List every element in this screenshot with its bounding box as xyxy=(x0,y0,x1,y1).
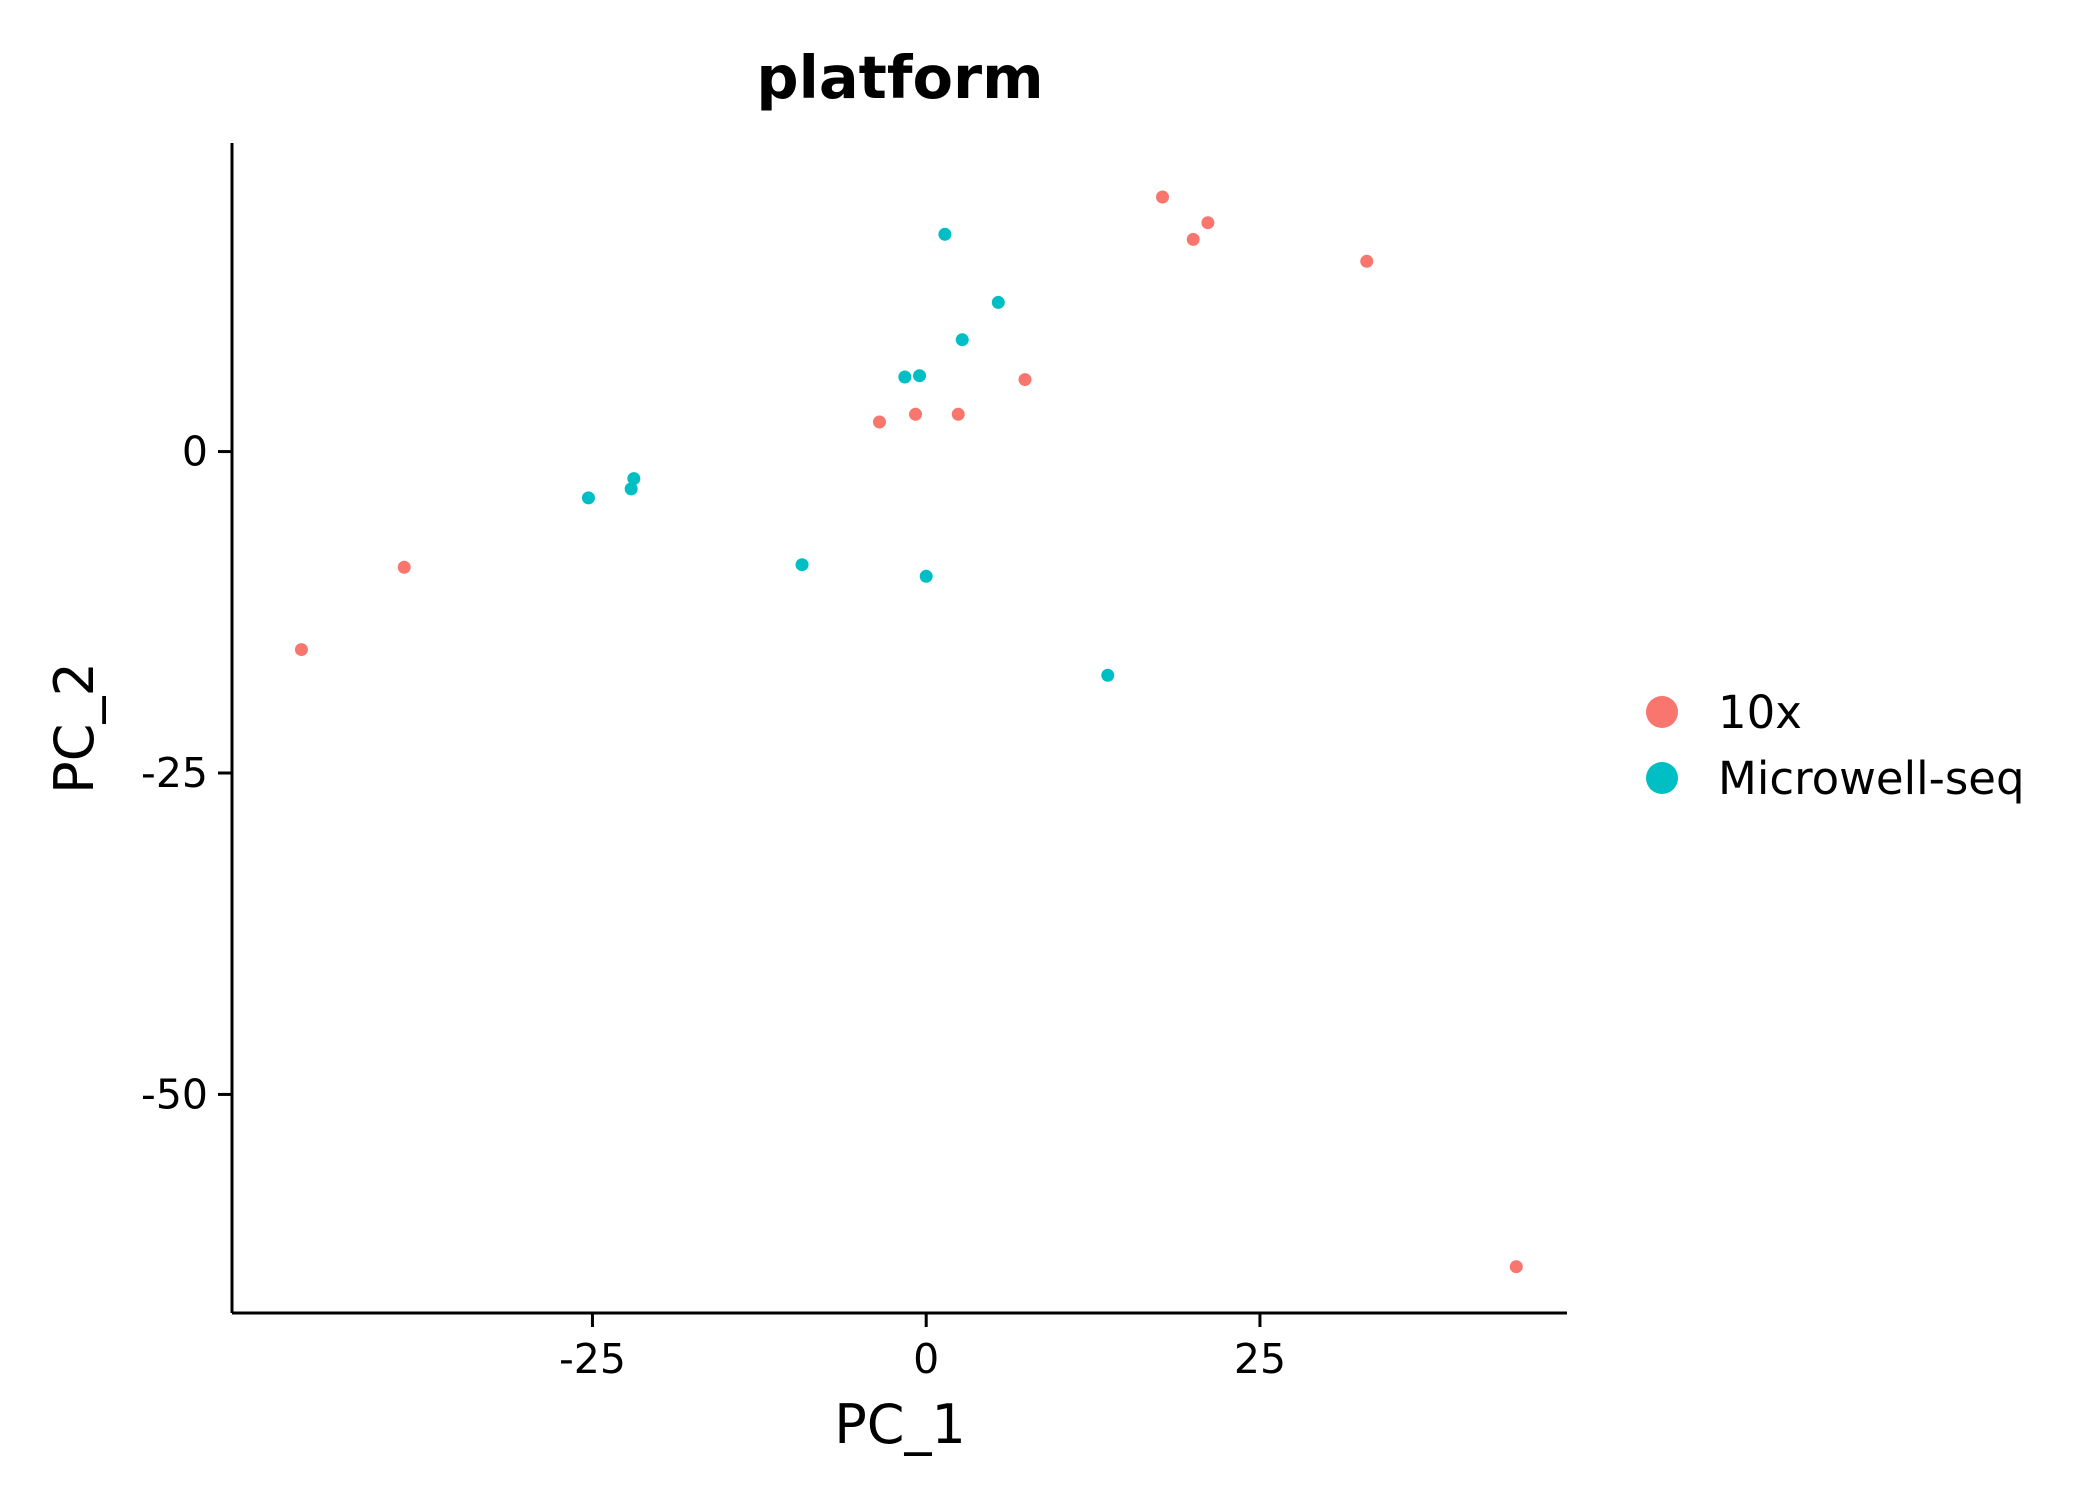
x-axis-ticks: -25 0 25 xyxy=(559,1313,1286,1383)
data-point-series-a xyxy=(1509,1260,1523,1274)
data-point-series-b xyxy=(581,491,595,505)
data-point-series-b xyxy=(919,569,933,583)
data-point-series-a xyxy=(909,407,923,421)
data-point-series-a xyxy=(1186,232,1200,246)
data-point-series-a xyxy=(1201,216,1215,230)
data-point-series-b xyxy=(898,370,912,384)
legend: 10x Microwell-seq xyxy=(1646,686,2025,805)
data-point-series-a xyxy=(294,643,308,657)
data-point-series-b xyxy=(795,558,809,572)
data-point-series-b xyxy=(991,295,1005,309)
y-tick-label: -25 xyxy=(141,749,208,797)
data-point-series-a xyxy=(872,415,886,429)
data-point-series-a xyxy=(397,560,411,574)
data-point-series-b xyxy=(955,333,969,347)
legend-key xyxy=(1646,762,1678,794)
data-point-series-a xyxy=(951,407,965,421)
data-point-series-a xyxy=(1155,190,1169,204)
x-tick-label: -25 xyxy=(559,1335,626,1383)
x-axis-title: PC_1 xyxy=(834,1393,966,1456)
points-layer xyxy=(294,190,1523,1274)
x-tick-label: 25 xyxy=(1234,1335,1286,1383)
x-tick-label: 0 xyxy=(913,1335,939,1383)
data-point-series-a xyxy=(1018,373,1032,387)
data-point-series-b xyxy=(624,482,638,496)
data-point-series-a xyxy=(1360,254,1374,268)
y-axis-title: PC_2 xyxy=(43,662,106,794)
legend-label: Microwell-seq xyxy=(1718,752,2025,805)
data-point-series-b xyxy=(938,227,952,241)
data-point-series-b xyxy=(913,369,927,383)
data-point-series-b xyxy=(627,472,641,486)
y-tick-label: -50 xyxy=(141,1070,208,1118)
chart-title: platform xyxy=(756,43,1043,112)
y-axis-ticks: 0 -25 -50 xyxy=(141,428,232,1118)
legend-label: 10x xyxy=(1718,686,1802,739)
legend-key xyxy=(1646,696,1678,728)
y-tick-label: 0 xyxy=(182,428,208,476)
data-point-series-b xyxy=(1101,668,1115,682)
